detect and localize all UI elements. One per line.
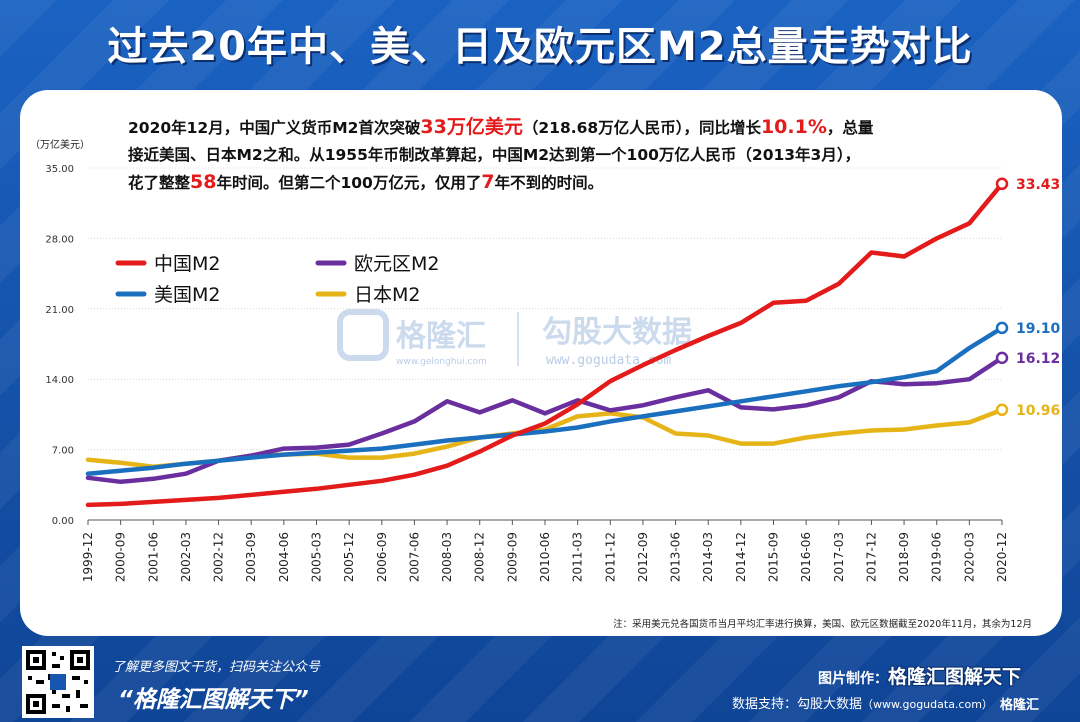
annotation-line-2: 接近美国、日本M2之和。从1955年币制改革算起，中国M2达到第一个100万亿人… bbox=[128, 146, 861, 164]
y-axis: 0.00 7.00 14.00 21.00 28.00 35.00 bbox=[45, 164, 74, 527]
x-tick-label: 2008-12 bbox=[473, 532, 487, 582]
highlight-value: 33万亿美元 bbox=[420, 116, 523, 138]
watermark-layer: 格隆汇 www.gelonghui.com 勾股大数据 www.gogudata… bbox=[337, 309, 692, 368]
x-tick-label: 2002-12 bbox=[212, 532, 226, 582]
x-axis: 1999-12 2000-09 2001-06 2002-03 2002-12 2003-… bbox=[81, 519, 1009, 582]
series-end-label-2: 19.10 bbox=[1016, 321, 1061, 337]
series-end-label-1: 16.12 bbox=[1016, 351, 1060, 367]
x-tick-label: 2017-12 bbox=[864, 532, 878, 582]
series-end-marker-1 bbox=[995, 351, 1009, 365]
x-tick-label: 2009-09 bbox=[505, 532, 519, 582]
x-tick-label: 2017-03 bbox=[832, 532, 846, 582]
x-tick-label: 2005-03 bbox=[310, 532, 324, 582]
y-tick-label: 0.00 bbox=[52, 516, 74, 527]
y-tick-label: 14.00 bbox=[45, 375, 74, 386]
watermark-gelonghui-url: www.gelonghui.com bbox=[396, 357, 487, 367]
series-layer: 10.96 16.12 19.10 33.43 bbox=[85, 177, 1061, 508]
footer-cta: 了解更多图文干货，扫码关注公众号 bbox=[112, 660, 321, 675]
legend-label-3: 日本M2 bbox=[354, 284, 420, 306]
annotation-text-part: 年时间。但第二个100万亿元，仅用了 bbox=[216, 174, 482, 192]
x-tick-label: 2020-12 bbox=[995, 532, 1009, 582]
highlight-value: 58 bbox=[190, 171, 217, 193]
x-tick-label: 2005-12 bbox=[342, 532, 356, 582]
y-tick-label: 28.00 bbox=[45, 234, 74, 245]
chart-card bbox=[20, 90, 1062, 636]
x-tick-label: 2014-12 bbox=[734, 532, 748, 582]
highlight-value: 10.1% bbox=[760, 116, 827, 138]
series-line-0 bbox=[85, 181, 1005, 508]
watermark-gelonghui: 格隆汇 bbox=[396, 319, 486, 354]
annotation-text-part: 花了整整 bbox=[128, 174, 191, 192]
legend-label-1: 欧元区M2 bbox=[354, 253, 439, 275]
x-tick-label: 2004-06 bbox=[277, 532, 291, 582]
gelonghui-logo-icon bbox=[337, 309, 389, 361]
x-tick-label: 2007-06 bbox=[407, 532, 421, 582]
highlight-value: 7 bbox=[481, 171, 495, 193]
legend: 中国M2 欧元区M2 美国M2 日本M2 bbox=[115, 253, 439, 306]
x-tick-label: 2000-09 bbox=[114, 532, 128, 582]
x-tick-label: 2011-12 bbox=[603, 532, 617, 582]
x-tick-label: 2003-09 bbox=[244, 532, 258, 582]
annotation-text: 2020年12月，中国广义货币M2首次突破33万亿美元（218.68万亿人民币）… bbox=[128, 114, 988, 197]
series-line-2 bbox=[85, 325, 1005, 476]
x-tick-label: 2001-06 bbox=[146, 532, 160, 582]
grid-lines bbox=[88, 167, 1002, 451]
legend-label-2: 美国M2 bbox=[154, 284, 220, 306]
credit-data-label: 数据支持：勾股大数据 bbox=[732, 697, 863, 712]
footnote: 注：采用美元兑各国货币当月平均汇率进行换算，美国、欧元区数据截至2020年11月… bbox=[613, 619, 1032, 630]
series-end-label-0: 33.43 bbox=[1016, 177, 1060, 193]
qr-code-icon[interactable] bbox=[22, 646, 94, 718]
annotation-text-part: 年不到的时间。 bbox=[494, 174, 604, 192]
x-tick-label: 2002-03 bbox=[179, 532, 193, 582]
annotation-text-part: （218.68万亿人民币），同比增长 bbox=[522, 119, 761, 137]
annotation-line-3: 花了整整58年时间。但第二个100万亿元，仅用了7年不到的时间。 bbox=[128, 169, 988, 197]
credit-maker: 图片制作：格隆汇图解天下 bbox=[818, 662, 1021, 689]
gelonghui-logo: 格隆汇 bbox=[1000, 698, 1040, 713]
x-tick-label: 2015-09 bbox=[767, 532, 781, 582]
y-axis-unit-label: （万亿美元） bbox=[30, 138, 90, 151]
x-tick-label: 2019-06 bbox=[930, 532, 944, 582]
footer-slogan: “格隆汇图解天下” bbox=[118, 687, 309, 713]
series-end-label-3: 10.96 bbox=[1016, 403, 1060, 419]
x-tick-label: 2018-09 bbox=[897, 532, 911, 582]
credit-data-url: （www.gogudata.com） bbox=[862, 698, 993, 711]
credit-label: 图片制作： bbox=[818, 671, 888, 687]
annotation-line-1: 2020年12月，中国广义货币M2首次突破33万亿美元（218.68万亿人民币）… bbox=[128, 114, 988, 142]
y-tick-label: 7.00 bbox=[52, 446, 74, 457]
page-title: 过去20年中、美、日及欧元区M2总量走势对比 bbox=[107, 24, 973, 70]
x-tick-label: 2008-03 bbox=[440, 532, 454, 582]
series-end-marker-2 bbox=[995, 321, 1009, 335]
annotation-text-part: 2020年12月，中国广义货币M2首次突破 bbox=[128, 119, 421, 137]
x-tick-label: 2011-03 bbox=[571, 532, 585, 582]
watermark-gogudata: 勾股大数据 bbox=[542, 315, 692, 350]
x-tick-label: 2006-09 bbox=[375, 532, 389, 582]
x-tick-label: 2020-03 bbox=[962, 532, 976, 582]
annotation-text-part: ，总量 bbox=[826, 119, 874, 137]
credit-data: 数据支持：勾股大数据（www.gogudata.com） bbox=[732, 693, 993, 712]
series-line-1 bbox=[85, 355, 1005, 485]
x-tick-label: 2012-09 bbox=[636, 532, 650, 582]
x-tick-label: 2016-06 bbox=[799, 532, 813, 582]
series-end-marker-3 bbox=[995, 403, 1009, 417]
legend-label-0: 中国M2 bbox=[154, 253, 220, 275]
y-tick-label: 35.00 bbox=[45, 164, 74, 175]
x-tick-label: 2013-06 bbox=[669, 532, 683, 582]
series-end-marker-0 bbox=[995, 177, 1009, 191]
x-tick-label: 2010-06 bbox=[538, 532, 552, 582]
y-tick-label: 21.00 bbox=[45, 305, 74, 316]
x-tick-label: 2014-03 bbox=[701, 532, 715, 582]
credit-brand: 格隆汇图解天下 bbox=[888, 666, 1022, 688]
x-tick-label: 1999-12 bbox=[81, 532, 95, 582]
